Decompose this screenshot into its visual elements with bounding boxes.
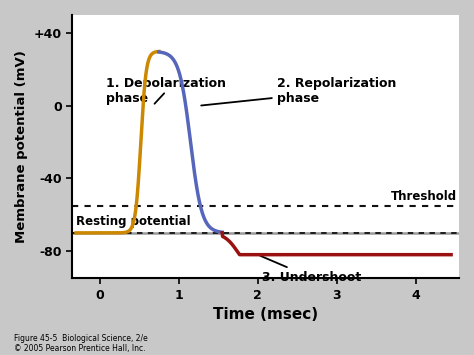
Text: Resting potential: Resting potential (76, 215, 191, 228)
Text: 2. Repolarization
phase: 2. Repolarization phase (201, 77, 397, 105)
Y-axis label: Membrane potential (mV): Membrane potential (mV) (15, 50, 28, 243)
X-axis label: Time (msec): Time (msec) (213, 307, 318, 322)
Text: 3. Undershoot: 3. Undershoot (260, 256, 361, 284)
Text: Figure 45-5  Biological Science, 2/e
© 2005 Pearson Prentice Hall, Inc.: Figure 45-5 Biological Science, 2/e © 20… (14, 334, 148, 353)
Text: Threshold: Threshold (391, 190, 456, 203)
Text: 1. Depolarization
phase: 1. Depolarization phase (106, 77, 226, 105)
